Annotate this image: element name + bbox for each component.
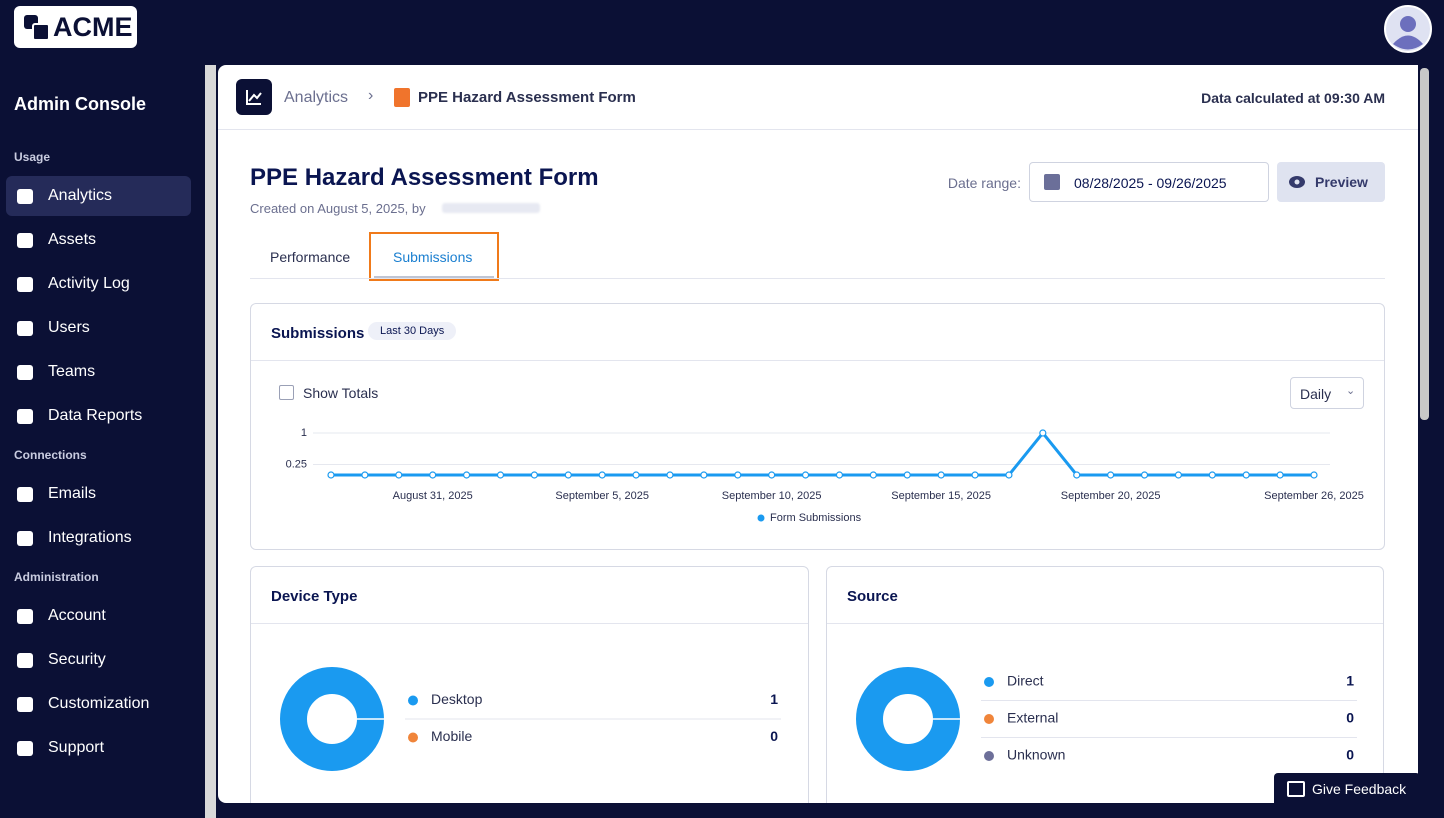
nav-icon — [17, 409, 33, 424]
created-info: Created on August 5, 2025, by — [250, 201, 426, 216]
card-title: Source — [847, 588, 898, 605]
nav-icon — [17, 487, 33, 502]
tab-divider — [250, 278, 1385, 279]
page-title: PPE Hazard Assessment Form — [250, 164, 599, 191]
nav-label: Analytics — [48, 187, 113, 204]
source-card: Source — [826, 566, 1384, 803]
nav-item[interactable]: Emails — [6, 474, 191, 514]
card-title: Device Type — [271, 588, 358, 605]
nav-icon — [17, 189, 33, 204]
nav-item[interactable]: Customization — [6, 684, 191, 724]
nav-label: Account — [48, 607, 106, 624]
calculated-time: Data calculated at 09:30 AM — [1201, 90, 1385, 106]
divider — [251, 623, 808, 624]
preview-label: Preview — [1315, 174, 1368, 190]
nav-label: Teams — [48, 363, 96, 380]
nav-label: Security — [48, 651, 106, 668]
console-title: Admin Console — [14, 94, 147, 114]
nav-label: Activity Log — [48, 275, 130, 292]
nav-item[interactable]: Support — [6, 728, 191, 768]
nav-icon — [17, 321, 33, 336]
date-range-label: Date range: — [947, 175, 1021, 191]
nav-icon — [17, 277, 33, 292]
avatar[interactable] — [1384, 5, 1432, 53]
nav-item[interactable]: Teams — [6, 352, 191, 392]
period-badge: Last 30 Days — [368, 322, 457, 340]
nav-icon — [17, 233, 33, 248]
scrollbar-thumb[interactable] — [1420, 68, 1429, 420]
tab-active[interactable]: Submissions — [369, 232, 499, 281]
preview-button[interactable]: Preview — [1277, 162, 1385, 202]
breadcrumb-current: PPE Hazard Assessment Form — [418, 89, 636, 106]
divider — [827, 623, 1383, 624]
nav-icon — [17, 609, 33, 624]
nav-label: Integrations — [48, 529, 132, 546]
nav-item[interactable]: Activity Log — [6, 264, 191, 304]
submissions-card: Submissions Last 30 Days Show Totals Dai… — [250, 303, 1385, 550]
main-panel: Analytics › PPE Hazard Assessment Form D… — [218, 65, 1418, 803]
nav-icon — [17, 697, 33, 712]
nav-item[interactable]: Data Reports — [6, 396, 191, 436]
logo[interactable]: ACME — [14, 6, 137, 48]
nav-icon — [17, 365, 33, 380]
nav-icon — [17, 741, 33, 756]
tab-label: Submissions — [393, 249, 473, 265]
nav-item[interactable]: Account — [6, 596, 191, 636]
section-label: Connections — [14, 448, 87, 462]
nav-label: Support — [48, 739, 105, 756]
logo-text: ACME — [53, 12, 133, 42]
show-totals-checkbox[interactable] — [279, 385, 294, 400]
interval-value: Daily — [1300, 386, 1332, 402]
interval-select[interactable]: Daily ⌄ — [1290, 377, 1364, 409]
nav-label: Emails — [48, 485, 97, 502]
card-title: Submissions — [271, 325, 365, 342]
device-card: Device Type — [250, 566, 809, 803]
nav-item[interactable]: Integrations — [6, 518, 191, 558]
nav-icon — [17, 653, 33, 668]
breadcrumb-separator: › — [368, 87, 374, 104]
nav-item[interactable]: Users — [6, 308, 191, 348]
nav-label: Assets — [48, 231, 97, 248]
redacted-user — [442, 203, 540, 213]
divider — [218, 129, 1418, 130]
nav-item[interactable]: Security — [6, 640, 191, 680]
feedback-button[interactable]: Give Feedback — [1274, 773, 1420, 803]
nav-icon — [17, 531, 33, 546]
scrollbar — [205, 65, 216, 818]
date-range-input[interactable]: 08/28/2025 - 09/26/2025 — [1029, 162, 1269, 202]
section-label: Administration — [14, 570, 99, 584]
show-totals-label: Show Totals — [303, 385, 379, 401]
divider — [251, 360, 1384, 361]
analytics-icon — [236, 79, 272, 115]
nav-label: Users — [48, 319, 90, 336]
nav-label: Customization — [48, 695, 150, 712]
tab[interactable]: Performance — [270, 249, 351, 265]
section-label: Usage — [14, 150, 51, 164]
form-icon — [394, 88, 410, 107]
nav-label: Data Reports — [48, 407, 143, 424]
date-range-value: 08/28/2025 - 09/26/2025 — [1074, 175, 1227, 191]
breadcrumb-link[interactable]: Analytics — [284, 89, 349, 106]
feedback-label: Give Feedback — [1312, 781, 1407, 797]
nav-item[interactable]: Analytics — [6, 176, 191, 216]
nav-item[interactable]: Assets — [6, 220, 191, 260]
